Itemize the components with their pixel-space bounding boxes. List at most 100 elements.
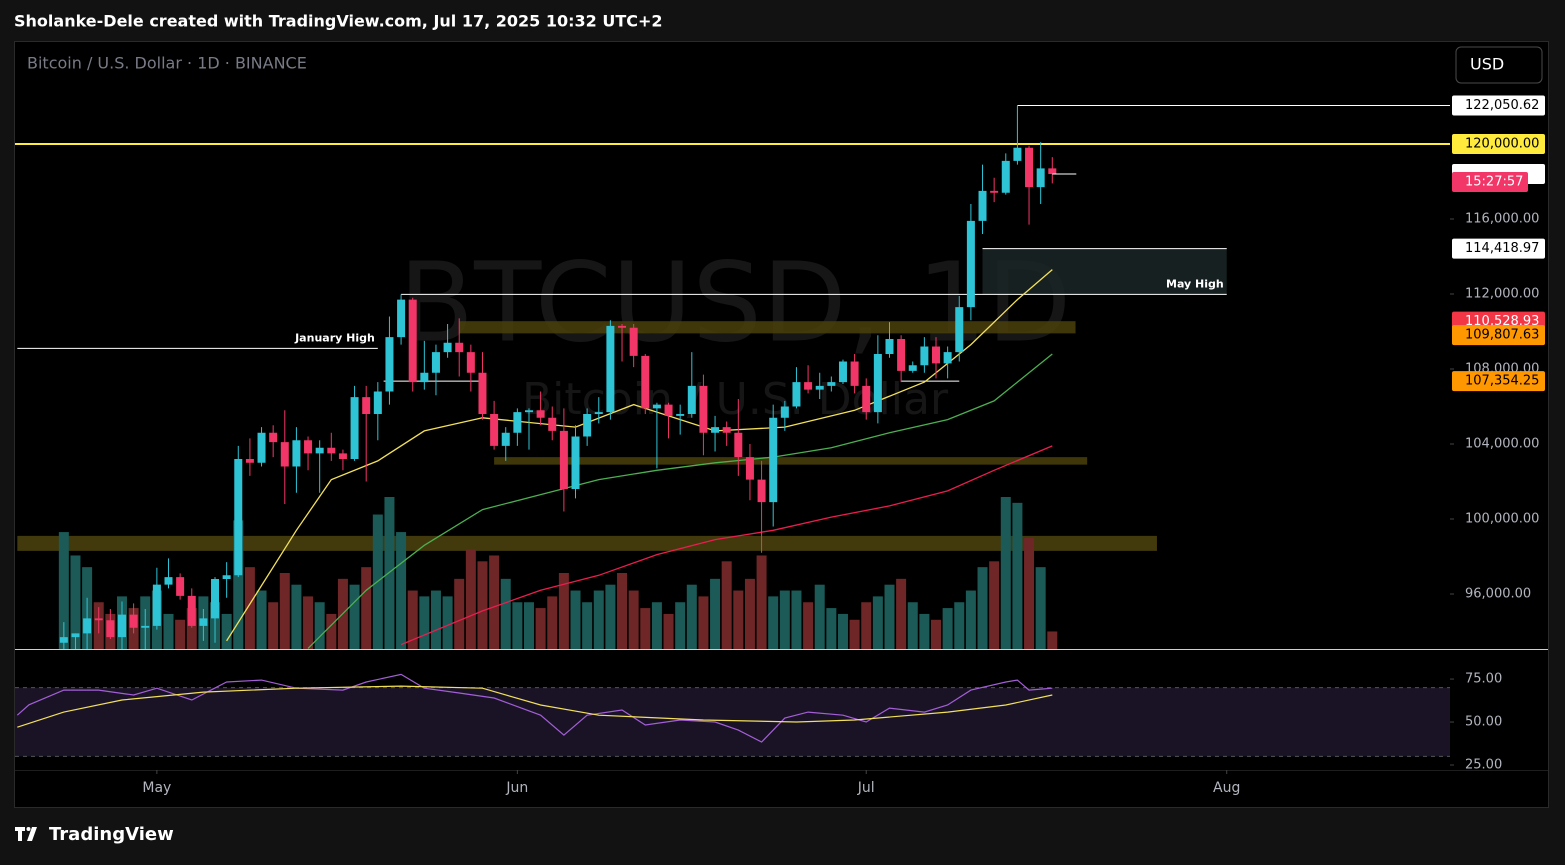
candle-body [780,406,789,418]
volume-bar [1000,497,1011,649]
chart-frame [14,41,1549,808]
candle-body [676,414,685,416]
volume-bar [721,561,732,649]
candle-body [699,385,708,433]
volume-bar [605,584,616,649]
volume-bar [803,602,814,649]
volume-bar [535,608,546,649]
price-label: 109,807.63 [1465,328,1539,343]
volume-bar [628,590,639,649]
candle-body [606,325,615,413]
candle-body [327,447,336,454]
price-label-box [1452,238,1545,259]
candle-body [350,397,359,460]
candle-body [548,417,557,431]
countdown: 15:27:57 [1465,175,1523,190]
footer-logo [15,827,37,841]
candle-body [804,382,813,390]
volume-bar [861,602,872,649]
candle-body [117,614,126,638]
volume-bar [675,602,686,649]
volume-bar [500,578,511,649]
axes: 96,000.00100,000.00104,000.00108,000.001… [142,95,1545,796]
countdown-box [1452,172,1528,193]
volume-bar [896,578,907,649]
candle-body [199,618,208,626]
candle-body [990,190,999,193]
rsi-tick-label: 25.00 [1465,758,1502,773]
rsi-line [16,673,1053,743]
volume-bar [465,549,476,649]
candle-body [59,637,68,643]
candle-body [536,410,545,418]
volume-bar [1035,567,1046,649]
currency-label[interactable]: USD [1470,55,1504,74]
candle-body [978,190,987,221]
volume-bar [791,590,802,649]
y-tick-label: 112,000.00 [1465,287,1539,302]
candle-body [466,352,475,373]
candle-body [513,412,522,433]
candle-body [862,385,871,413]
candle-body [304,440,313,454]
header-title: Sholanke-Dele created with TradingView.c… [14,12,663,31]
candle-body [815,385,824,390]
candle-body [152,584,161,626]
candle-body [792,382,801,407]
volume-bar [1024,537,1035,649]
candle-body [664,404,673,416]
volume-bar [814,584,825,649]
volume-bar [442,596,453,649]
volume-bar [349,584,360,649]
candle-body [722,427,731,433]
rsi-pane [15,673,1450,757]
candle-body [94,618,103,621]
candle-body [827,382,836,386]
candle-body [583,414,592,437]
volume-bar [698,596,709,649]
candle-body [490,414,499,446]
candle-body [618,325,627,328]
candle-body [362,397,371,415]
volume-bar [768,596,779,649]
volume-bar [175,619,186,649]
candle-body [455,342,464,353]
volume-bar [977,567,988,649]
volume-bar [268,602,279,649]
volume-bar [744,578,755,649]
volume-bar [954,602,965,649]
volume-bar [837,613,848,649]
candle-body [443,342,452,353]
candle-body [385,337,394,392]
volume-bar [454,578,465,649]
price-label: 120,000.00 [1465,137,1539,152]
candle-body [338,453,347,460]
candle-body [397,299,406,338]
volume-bar [233,520,244,649]
candle-body [187,595,196,626]
currency-button[interactable] [1455,46,1543,84]
rsi-line [17,685,1053,728]
candle-body [176,577,185,596]
candle-body [129,614,138,628]
candle-body [966,220,975,308]
y-tick-label: 116,000.00 [1465,212,1539,227]
volume-bar [1012,502,1023,649]
candle-body [711,427,720,433]
candle-body [897,339,906,371]
volume-bar [849,619,860,649]
x-tick-label: Jul [857,780,875,796]
volume-bar [163,613,174,649]
volume-bar [396,532,407,649]
volume-bar [361,567,372,649]
zone [459,321,1076,334]
volume-bar [303,596,314,649]
candle-body [908,365,917,371]
volume-bar [779,590,790,649]
candle-body [594,412,603,415]
moving-average [400,445,1053,646]
candle-body [408,299,417,383]
candle-body [745,457,754,480]
logo-mark [15,827,37,841]
